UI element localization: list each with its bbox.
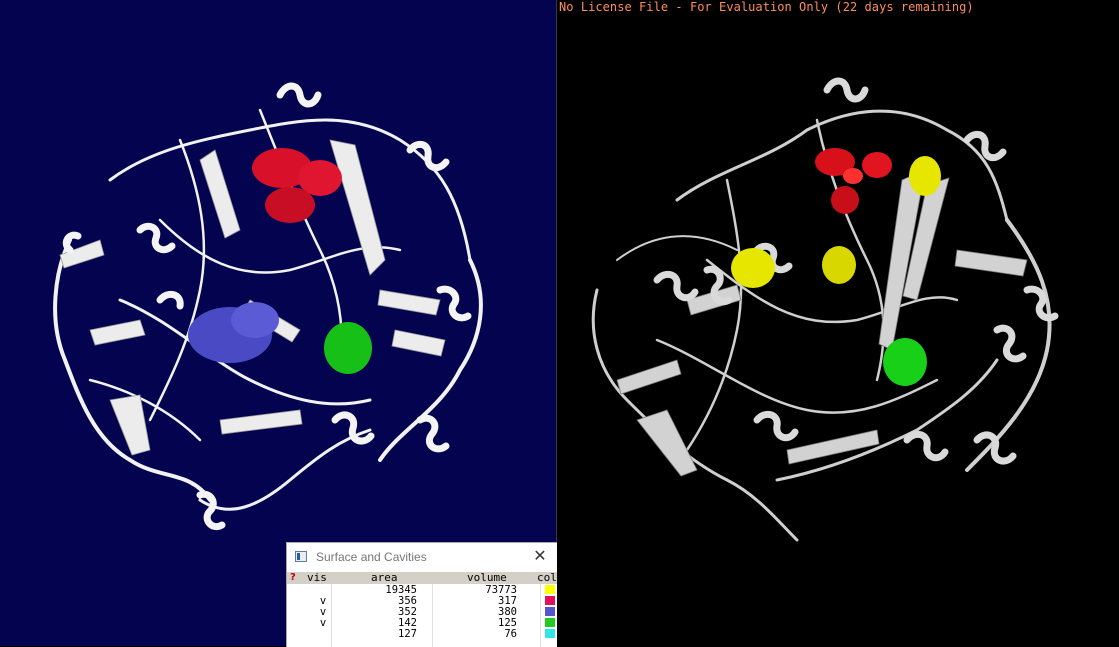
left-molecule-viewer[interactable] xyxy=(0,0,556,646)
cavity-yellow-right xyxy=(731,156,941,288)
table-row[interactable]: v 142 125 xyxy=(287,618,557,629)
cell-volume: 317 xyxy=(498,595,517,607)
column-header-area[interactable]: area xyxy=(371,571,398,584)
color-swatch[interactable] xyxy=(545,596,555,605)
table-row[interactable]: 127 76 xyxy=(287,629,557,640)
cell-vis[interactable]: v xyxy=(319,595,327,607)
table-row[interactable]: v 356 317 xyxy=(287,596,557,607)
column-header-color[interactable]: col xyxy=(537,571,557,584)
cell-area: 127 xyxy=(398,628,417,640)
column-separator xyxy=(432,584,433,647)
cavities-table-body: 19345 73773 v 356 317 v 352 380 v 142 12… xyxy=(287,585,557,640)
window-title: Surface and Cavities xyxy=(316,550,427,564)
cell-volume: 380 xyxy=(498,606,517,618)
cell-area: 352 xyxy=(398,606,417,618)
license-notice: No License File - For Evaluation Only (2… xyxy=(559,0,974,14)
column-header-vis[interactable]: vis xyxy=(307,571,327,584)
cell-area: 356 xyxy=(398,595,417,607)
surface-and-cavities-window[interactable]: Surface and Cavities ✕ ? vis area volume… xyxy=(286,542,557,647)
color-swatch[interactable] xyxy=(545,585,555,594)
color-swatch[interactable] xyxy=(545,618,555,627)
viewer-divider[interactable] xyxy=(556,0,557,646)
cavity-green-left xyxy=(324,322,372,374)
cell-vis[interactable]: v xyxy=(319,617,327,629)
color-swatch[interactable] xyxy=(545,629,555,638)
window-title-bar[interactable]: Surface and Cavities ✕ xyxy=(287,543,557,572)
right-protein-ribbon-render xyxy=(591,77,1059,542)
column-header-volume[interactable]: volume xyxy=(467,571,507,584)
help-icon[interactable]: ? xyxy=(290,572,296,583)
cavity-green-right xyxy=(883,338,927,386)
close-icon[interactable]: ✕ xyxy=(533,546,547,565)
cavity-blue-left xyxy=(188,302,279,363)
app-window-icon xyxy=(295,551,307,562)
cell-volume: 76 xyxy=(504,628,517,640)
cell-vis[interactable]: v xyxy=(319,606,327,618)
table-row[interactable]: 19345 73773 xyxy=(287,585,557,596)
cavity-red-left xyxy=(252,148,342,223)
cell-area: 19345 xyxy=(385,584,417,596)
right-molecule-viewer[interactable]: No License File - For Evaluation Only (2… xyxy=(557,0,1119,646)
cell-area: 142 xyxy=(398,617,417,629)
column-separator xyxy=(540,584,541,647)
table-row[interactable]: v 352 380 xyxy=(287,607,557,618)
column-separator xyxy=(331,584,332,647)
color-swatch[interactable] xyxy=(545,607,555,616)
left-protein-ribbon-render xyxy=(53,82,483,530)
cavity-red-right xyxy=(815,148,892,214)
cell-volume: 125 xyxy=(498,617,517,629)
table-header: ? vis area volume col xyxy=(287,572,557,584)
cell-volume: 73773 xyxy=(485,584,517,596)
